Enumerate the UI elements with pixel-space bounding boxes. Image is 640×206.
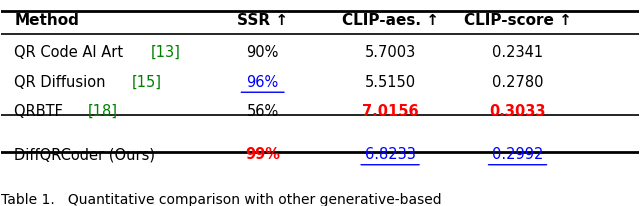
Text: 0.2341: 0.2341 xyxy=(492,45,543,60)
Text: 96%: 96% xyxy=(246,75,279,90)
Text: 99%: 99% xyxy=(245,147,280,162)
Text: 90%: 90% xyxy=(246,45,279,60)
Text: 5.7003: 5.7003 xyxy=(364,45,416,60)
Text: QRBTF: QRBTF xyxy=(14,104,68,119)
Text: [15]: [15] xyxy=(132,75,162,90)
Text: 7.0156: 7.0156 xyxy=(362,104,419,119)
Text: 0.2992: 0.2992 xyxy=(492,147,543,162)
Text: 56%: 56% xyxy=(246,104,279,119)
Text: CLIP-aes. ↑: CLIP-aes. ↑ xyxy=(342,13,438,28)
Text: 5.5150: 5.5150 xyxy=(365,75,415,90)
Text: 0.3033: 0.3033 xyxy=(490,104,546,119)
Text: QR Code AI Art: QR Code AI Art xyxy=(14,45,128,60)
Text: CLIP-score ↑: CLIP-score ↑ xyxy=(463,13,572,28)
Text: [18]: [18] xyxy=(88,104,117,119)
Text: Method: Method xyxy=(14,13,79,28)
Text: DiffQRCoder (Ours): DiffQRCoder (Ours) xyxy=(14,147,155,162)
Text: SSR ↑: SSR ↑ xyxy=(237,13,288,28)
Text: 6.8233: 6.8233 xyxy=(365,147,415,162)
Text: [13]: [13] xyxy=(151,45,181,60)
Text: Table 1.   Quantitative comparison with other generative-based: Table 1. Quantitative comparison with ot… xyxy=(1,193,442,206)
Text: QR Diffusion: QR Diffusion xyxy=(14,75,110,90)
Text: 0.2780: 0.2780 xyxy=(492,75,543,90)
